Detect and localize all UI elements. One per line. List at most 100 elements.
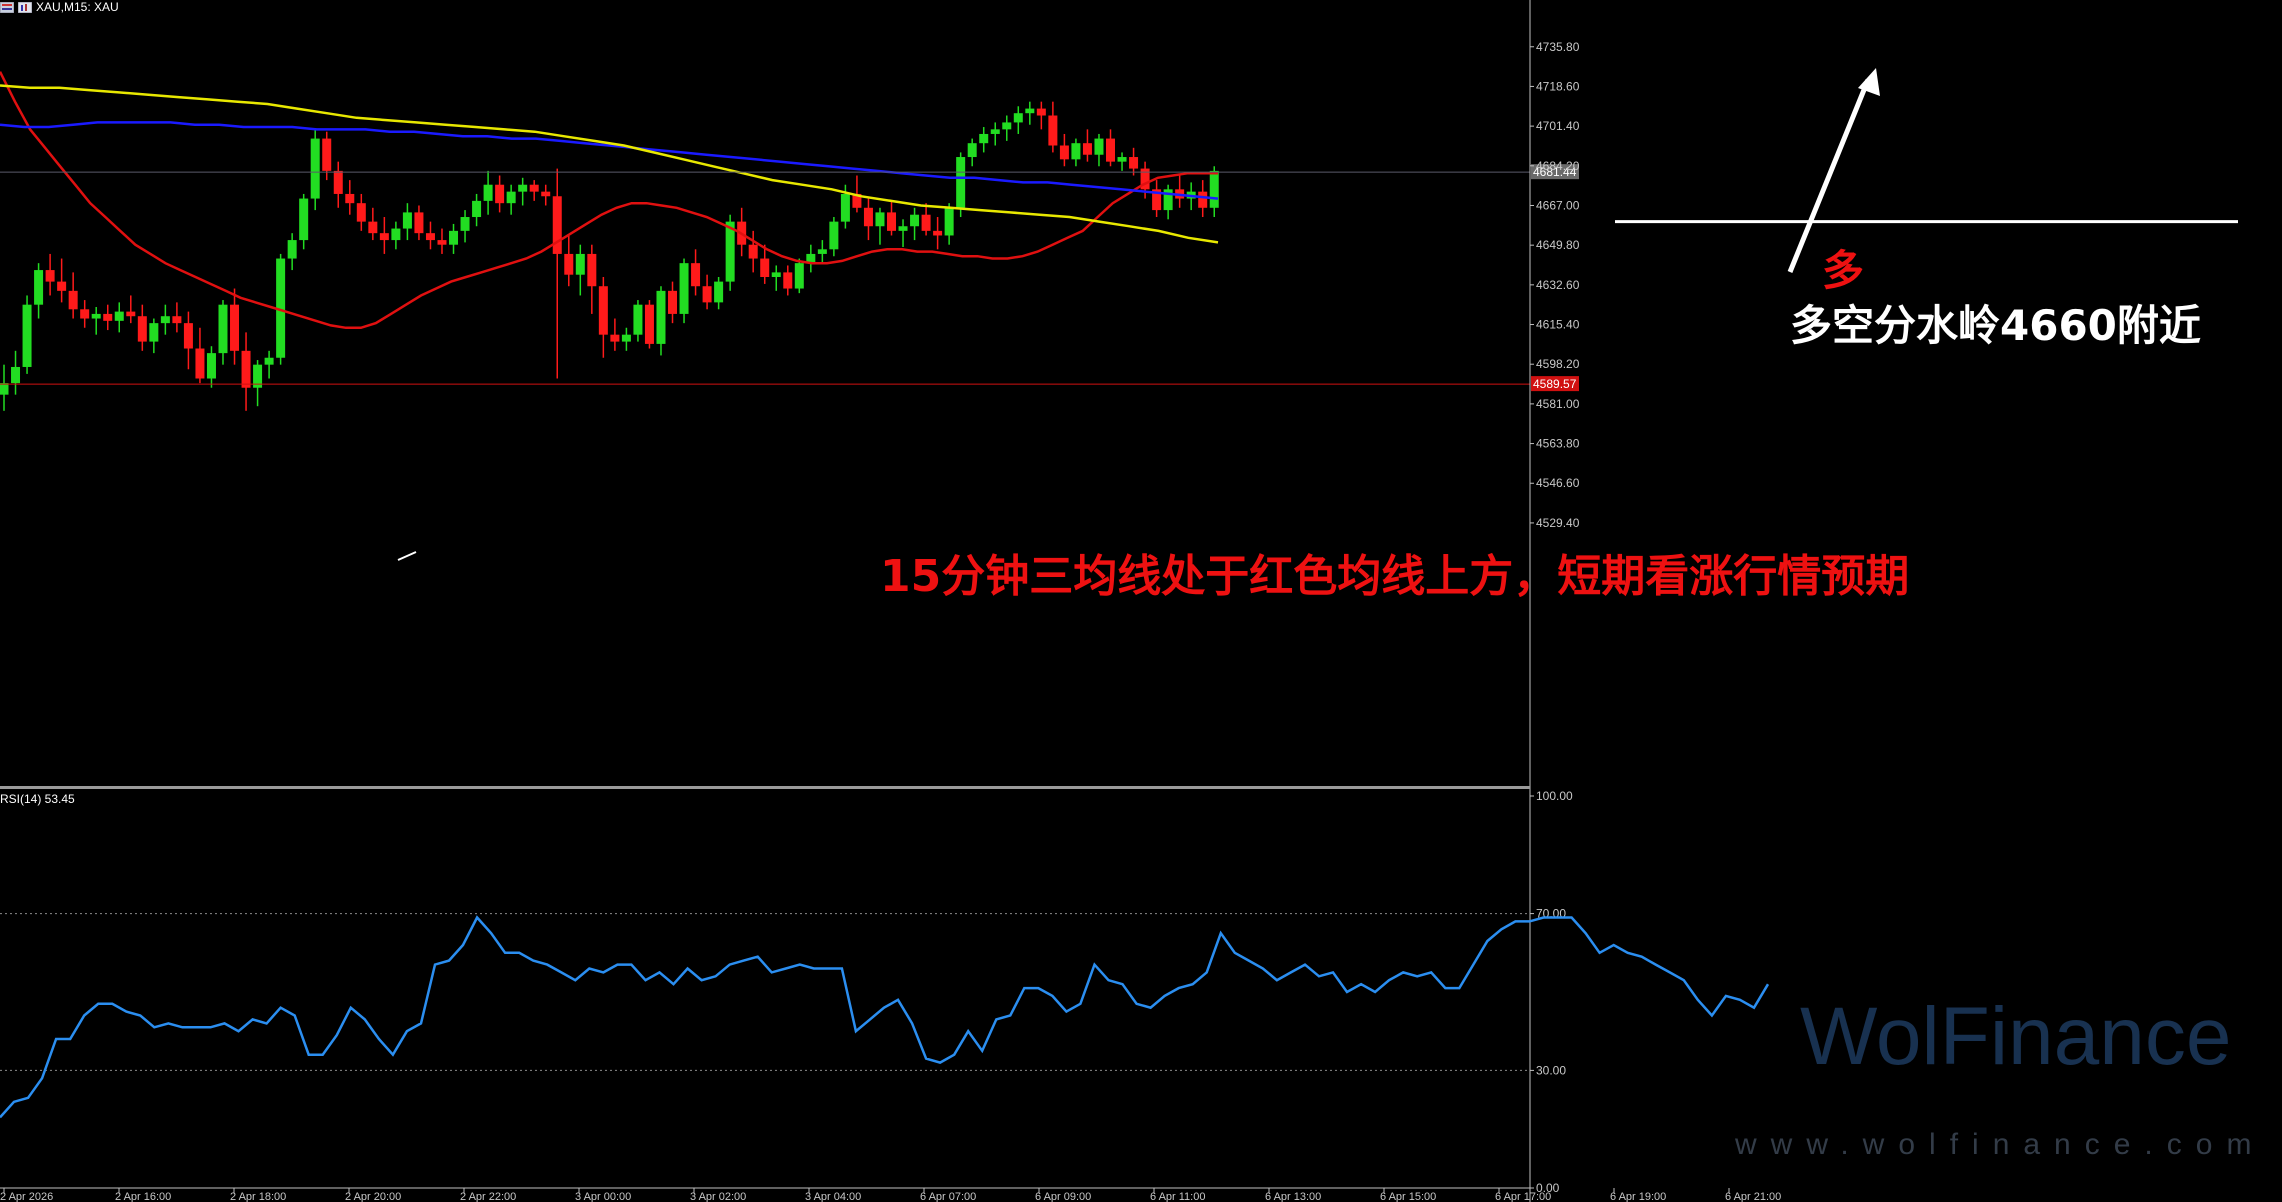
time-tick-label: 2 Apr 2026 <box>0 1191 53 1202</box>
candle-body <box>644 304 654 344</box>
candle-body <box>506 191 516 204</box>
candle-body <box>391 228 401 241</box>
candle <box>910 207 920 241</box>
candle <box>114 302 124 333</box>
candle <box>771 265 781 291</box>
candle <box>68 272 78 319</box>
candle <box>160 304 170 335</box>
candle-body <box>114 311 124 321</box>
candle <box>656 286 666 356</box>
candle-body <box>875 212 885 227</box>
time-tick-label: 6 Apr 17:00 <box>1495 1191 1551 1202</box>
candle-body <box>771 272 781 277</box>
rsi-tick-label: 0.00 <box>1536 1181 1560 1195</box>
candle-body <box>691 263 701 287</box>
candle <box>644 300 654 349</box>
candle <box>1129 147 1139 176</box>
candle <box>391 221 401 250</box>
candle-body <box>1117 157 1127 162</box>
candle-body <box>541 191 551 197</box>
candle <box>437 228 447 254</box>
candle <box>172 302 182 333</box>
bullish-annotation: 多 <box>1822 246 1865 295</box>
candle <box>45 253 55 296</box>
candle <box>264 350 274 379</box>
candle <box>460 210 470 243</box>
candle-body <box>1209 170 1219 208</box>
price-tick-label: 4718.60 <box>1536 79 1580 93</box>
candle <box>402 203 412 241</box>
time-tick-label: 3 Apr 00:00 <box>575 1191 631 1202</box>
up-arrow-head <box>1858 68 1880 96</box>
candles-layer <box>0 101 1219 411</box>
chart-type-icon[interactable] <box>18 1 32 13</box>
candle-body <box>379 233 389 241</box>
candle-body <box>668 290 678 314</box>
pane-separator <box>0 786 1530 789</box>
candle <box>241 332 251 411</box>
up-arrow-shaft <box>1787 79 1871 273</box>
candle <box>806 244 816 273</box>
candle-body <box>57 281 67 291</box>
candle-body <box>241 350 251 388</box>
candle-body <box>621 334 631 342</box>
candle-body <box>748 244 758 259</box>
candle <box>817 240 827 264</box>
rsi-line <box>0 915 1770 1119</box>
candle <box>195 327 205 384</box>
candle-body <box>414 212 424 234</box>
candle-body <box>1106 138 1116 162</box>
candle-body <box>1071 143 1081 160</box>
time-tick-label: 6 Apr 07:00 <box>920 1191 976 1202</box>
candle-body <box>437 240 447 245</box>
candle <box>1059 133 1069 167</box>
candle <box>702 274 712 310</box>
candle <box>875 207 885 245</box>
candle-body <box>206 353 216 379</box>
candle <box>310 129 320 211</box>
candle <box>748 230 758 273</box>
candle <box>483 170 493 215</box>
candle-body <box>45 270 55 282</box>
candle <box>668 281 678 324</box>
candle <box>345 180 355 215</box>
price-tick-label: 4563.80 <box>1536 437 1580 451</box>
candle <box>1163 184 1173 220</box>
candle-body <box>322 138 332 171</box>
candle <box>103 304 113 331</box>
time-tick-label: 3 Apr 04:00 <box>805 1191 861 1202</box>
candle <box>575 244 585 296</box>
candle <box>1106 129 1116 167</box>
price-tick-label: 4632.60 <box>1536 278 1580 292</box>
candle-body <box>529 184 539 192</box>
time-tick-label: 6 Apr 21:00 <box>1725 1191 1781 1202</box>
candle-body <box>979 133 989 144</box>
candle <box>137 304 147 351</box>
candle-body <box>264 357 274 365</box>
candle <box>230 288 240 365</box>
candle-body <box>495 184 505 204</box>
time-tick-label: 6 Apr 15:00 <box>1380 1191 1436 1202</box>
candle <box>1048 101 1058 153</box>
candle-body <box>68 290 78 310</box>
time-tick-label: 2 Apr 16:00 <box>115 1191 171 1202</box>
candle-body <box>356 203 366 222</box>
candle-body <box>449 230 459 245</box>
candle <box>91 306 101 335</box>
candle <box>1036 101 1046 130</box>
candle <box>206 346 216 388</box>
moving-averages-layer <box>0 71 1219 561</box>
candle-body <box>80 309 90 319</box>
chart-settings-icon[interactable] <box>0 1 14 13</box>
bid-price-label: 4681.44 <box>1533 165 1577 179</box>
candle <box>679 258 689 324</box>
candle-body <box>299 198 309 241</box>
candle <box>414 205 424 241</box>
candle-body <box>633 304 643 335</box>
candle <box>598 277 608 358</box>
watermark-brand: WolFinance <box>1800 991 2232 1082</box>
arrow-layer <box>1787 68 1880 273</box>
candle-body <box>333 170 343 194</box>
